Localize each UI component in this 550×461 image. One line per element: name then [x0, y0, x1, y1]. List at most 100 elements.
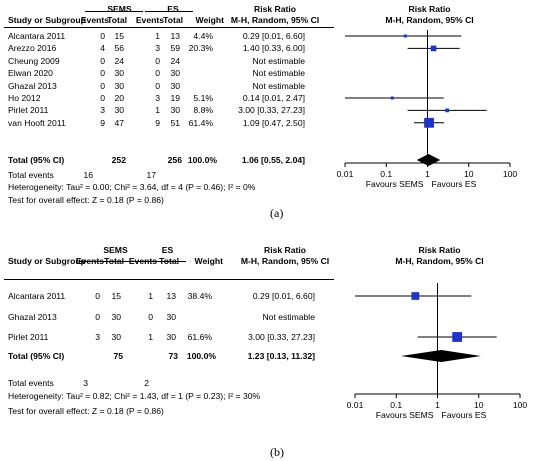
favours-sems-label: Favours SEMS: [376, 410, 434, 420]
study-ci: 0.29 [0.01, 6.60]: [242, 31, 305, 41]
favours-es-label: Favours ES: [442, 410, 487, 420]
overall-effect-text: Test for overall effect: Z = 0.18 (P = 0…: [8, 406, 164, 416]
total-n-es: 256: [167, 155, 182, 165]
study-estimate-marker: [403, 34, 407, 38]
total-weight: 100.0%: [187, 155, 217, 165]
group-title-sems: SEMS: [107, 4, 132, 14]
study-name: Ghazal 2013: [8, 80, 57, 91]
header-rule-bottom: [4, 27, 334, 28]
events-sems: 3: [100, 105, 105, 116]
col-rr-method: M-H, Random, 95% CI: [240, 256, 330, 266]
events-es: 3: [155, 93, 160, 103]
rr-title: Risk Ratio: [253, 4, 297, 14]
events-es: 1: [155, 105, 160, 116]
total-events-es: 17: [146, 170, 156, 180]
header-rule-sems: [80, 261, 138, 262]
rr-title: Risk Ratio: [263, 245, 307, 255]
total-sems: 15: [114, 31, 124, 41]
total-ci: 1.23 [0.13, 11.32]: [247, 351, 315, 361]
study-ci: 0.14 [0.01, 2.47]: [242, 93, 305, 103]
total-es: 13: [166, 291, 176, 301]
study-ci: 3.00 [0.33, 27.23]: [248, 332, 315, 342]
study-ci: 1.09 [0.47, 2.50]: [242, 117, 305, 128]
total-n-es: 73: [168, 351, 178, 361]
study-weight: 8.8%: [193, 105, 213, 116]
header-rule-bottom: [4, 279, 334, 280]
header-rule-sems: [85, 11, 143, 12]
col-events-sems: Events: [80, 15, 109, 25]
study-ci: Not estimable: [262, 311, 315, 322]
overall-effect-text: Test for overall effect: Z = 0.18 (P = 0…: [8, 195, 164, 205]
study-name: Pirlet 2011: [8, 105, 49, 116]
total-es: 13: [170, 31, 180, 41]
plot-method: M-H, Random, 95% CI: [395, 256, 484, 266]
study-name: van Hooft 2011: [8, 117, 66, 128]
events-es: 9: [155, 117, 160, 128]
favours-es-label: Favours ES: [432, 179, 477, 189]
events-es: 0: [155, 80, 160, 91]
panel-caption-b: (b): [270, 445, 284, 459]
study-ci: 0.29 [0.01, 6.60]: [252, 291, 315, 301]
study-estimate-marker: [390, 96, 394, 100]
events-sems: 0: [95, 311, 100, 322]
total-sems: 30: [114, 105, 124, 116]
col-events-sems: Events: [75, 256, 104, 266]
pooled-estimate-diamond: [400, 350, 481, 362]
plot-title: Risk Ratio: [418, 245, 461, 255]
total-events-sems: 16: [83, 170, 93, 180]
events-sems: 0: [100, 93, 105, 103]
total-events-label: Total events: [8, 378, 54, 388]
total-sems: 30: [114, 68, 124, 79]
total-weight: 100.0%: [186, 351, 216, 361]
total-es: 59: [170, 43, 180, 54]
events-es: 1: [148, 291, 153, 301]
col-study: Study or Subgroup: [8, 256, 86, 266]
favours-sems-label: Favours SEMS: [366, 179, 424, 189]
x-tick-label: 0.01: [347, 400, 364, 410]
study-estimate-marker: [424, 117, 434, 128]
heterogeneity-text: Heterogeneity: Tau² = 0.82; Chi² = 1.43,…: [8, 391, 261, 401]
pooled-estimate-diamond: [416, 154, 441, 166]
plot-method: M-H, Random, 95% CI: [385, 15, 474, 25]
header-rule-es: [138, 261, 186, 262]
total-events-sems: 3: [83, 378, 88, 388]
study-estimate-marker: [430, 45, 437, 52]
x-tick-label: 100: [503, 169, 518, 179]
x-tick-label: 0.1: [390, 400, 402, 410]
study-name: Alcantara 2011: [8, 31, 66, 41]
heterogeneity-text: Heterogeneity: Tau² = 0.00; Chi² = 3.64,…: [8, 182, 256, 192]
group-title-es: ES: [161, 245, 174, 255]
events-es: 0: [155, 68, 160, 79]
study-weight: 61.6%: [187, 332, 212, 342]
x-tick-label: 1: [425, 169, 430, 179]
total-es: 30: [170, 68, 180, 79]
events-es: 3: [155, 43, 160, 54]
study-name: Alcantara 2011: [8, 291, 66, 301]
study-weight: 4.4%: [193, 31, 213, 41]
col-events-es: Events: [128, 256, 157, 266]
total-sems: 15: [111, 291, 121, 301]
study-ci: Not estimable: [252, 68, 305, 79]
total-label: Total (95% CI): [8, 351, 65, 361]
events-sems: 3: [95, 332, 100, 342]
total-events-label: Total events: [8, 170, 54, 180]
events-sems: 9: [100, 117, 105, 128]
col-weight: Weight: [195, 15, 224, 25]
total-es: 30: [170, 80, 180, 91]
header-rule-es: [145, 11, 193, 12]
study-name: Elwan 2020: [8, 68, 53, 79]
group-title-sems: SEMS: [103, 245, 128, 255]
total-sems: 24: [114, 55, 124, 66]
col-weight: Weight: [194, 256, 223, 266]
study-estimate-marker: [452, 332, 463, 342]
study-name: Pirlet 2011: [8, 332, 49, 342]
col-total-sems: Total: [107, 15, 127, 25]
col-total-es: Total: [163, 15, 183, 25]
total-sems: 56: [114, 43, 124, 54]
total-sems: 30: [111, 332, 121, 342]
study-weight: 20.3%: [188, 43, 213, 54]
group-title-es: ES: [167, 4, 179, 14]
events-sems: 0: [100, 68, 105, 79]
